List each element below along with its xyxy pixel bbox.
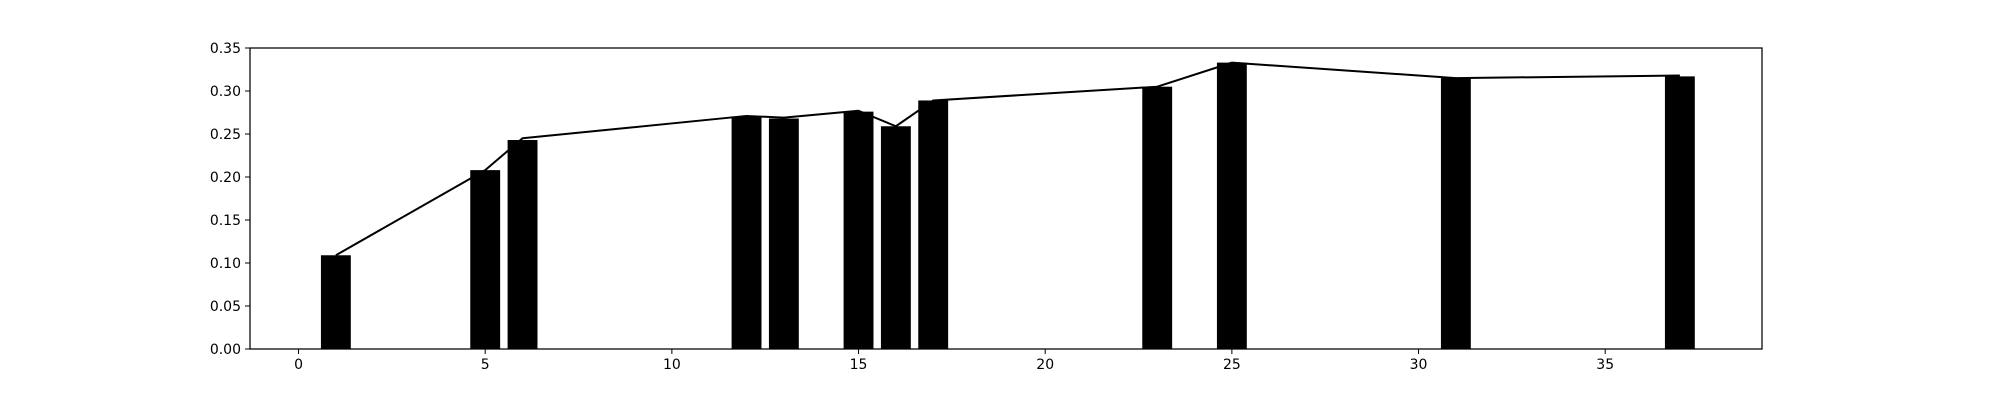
plot-frame xyxy=(249,47,1763,350)
x-tick-label: 15 xyxy=(850,357,868,373)
line-layer xyxy=(335,61,1680,257)
y-axis: 0.00 0.05 0.10 0.15 0.20 0.25 0.30 0.35 xyxy=(210,41,250,358)
y-tick-label: 0.35 xyxy=(210,41,241,57)
y-tick-label: 0.10 xyxy=(210,256,241,272)
bar-6 xyxy=(507,140,538,349)
bar-13 xyxy=(768,118,799,350)
bar-37 xyxy=(1664,76,1695,349)
x-tick-label: 0 xyxy=(294,357,303,373)
bar-5 xyxy=(470,170,501,349)
y-tick-label: 0.20 xyxy=(210,170,241,186)
bar-23 xyxy=(1142,86,1173,349)
bar-16 xyxy=(880,126,911,349)
bar-25 xyxy=(1216,62,1247,350)
y-tick-label: 0.00 xyxy=(210,342,241,358)
x-tick-label: 30 xyxy=(1410,357,1428,373)
y-tick-label: 0.15 xyxy=(210,213,241,229)
x-tick-label: 10 xyxy=(663,357,681,373)
y-tick-label: 0.30 xyxy=(210,84,241,100)
bar-12 xyxy=(731,116,762,349)
x-tick-label: 35 xyxy=(1596,357,1614,373)
y-tick-label: 0.05 xyxy=(210,299,241,315)
bars-layer xyxy=(320,62,1695,350)
bar-1 xyxy=(320,255,351,349)
bar-15 xyxy=(843,111,874,349)
series-line xyxy=(335,61,1680,257)
x-tick-label: 25 xyxy=(1223,357,1241,373)
y-tick-label: 0.25 xyxy=(210,127,241,143)
x-axis: 0 5 10 15 20 25 30 35 xyxy=(294,349,1614,373)
bar-17 xyxy=(918,100,949,350)
x-tick-label: 20 xyxy=(1036,357,1054,373)
bar-31 xyxy=(1440,78,1471,349)
x-tick-label: 5 xyxy=(481,357,490,373)
